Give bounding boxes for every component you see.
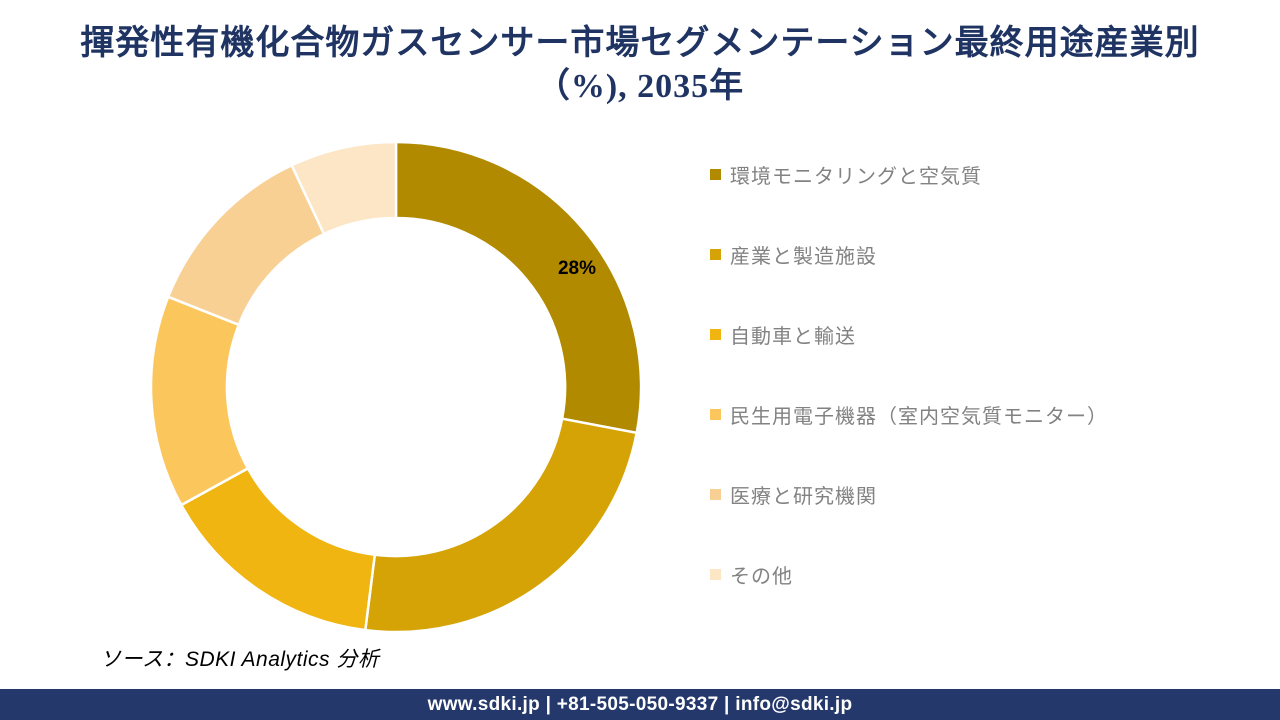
legend-item: 医療と研究機関	[710, 483, 1180, 508]
donut-slice-3	[149, 295, 250, 507]
donut-slice-1	[364, 417, 638, 634]
chart-title: 揮発性有機化合物ガスセンサー市場セグメンテーション最終用途産業別 （%), 20…	[0, 22, 1280, 108]
footer-text: www.sdki.jp | +81-505-050-9337 | info@sd…	[427, 693, 853, 715]
legend-item: 環境モニタリングと空気質	[710, 163, 1180, 188]
donut-data-label: 28%	[558, 258, 596, 279]
donut-slice-0	[394, 140, 643, 435]
legend-item: その他	[710, 563, 1180, 588]
legend-label: 産業と製造施設	[730, 245, 877, 268]
donut-slice-2	[180, 467, 377, 632]
legend-swatch-icon	[710, 328, 721, 340]
donut-slice-5	[290, 140, 398, 236]
legend-label: 自動車と輸送	[730, 325, 856, 348]
legend-swatch-icon	[710, 408, 721, 420]
chart-title-line1: 揮発性有機化合物ガスセンサー市場セグメンテーション最終用途産業別	[80, 25, 1200, 62]
legend-item: 産業と製造施設	[710, 243, 1180, 268]
legend-label: 環境モニタリングと空気質	[730, 165, 982, 188]
legend-label: その他	[730, 565, 793, 588]
legend-swatch-icon	[710, 488, 721, 500]
legend-swatch-icon	[710, 248, 721, 260]
legend-label: 民生用電子機器（室内空気質モニター）	[730, 405, 1108, 428]
legend-item: 民生用電子機器（室内空気質モニター）	[710, 403, 1180, 428]
footer-bar: www.sdki.jp | +81-505-050-9337 | info@sd…	[0, 689, 1280, 720]
legend-swatch-icon	[710, 168, 721, 180]
legend-item: 自動車と輸送	[710, 323, 1180, 348]
donut-slice-4	[166, 164, 326, 327]
source-note: ソース：SDKI Analytics 分析	[100, 648, 380, 671]
legend: 環境モニタリングと空気質 産業と製造施設 自動車と輸送民生用電子機器（室内空気質モニ…	[710, 163, 1180, 643]
legend-label: 医療と研究機関	[730, 485, 877, 508]
legend-swatch-icon	[710, 568, 721, 580]
chart-title-line2: （%), 2035年	[535, 68, 745, 105]
